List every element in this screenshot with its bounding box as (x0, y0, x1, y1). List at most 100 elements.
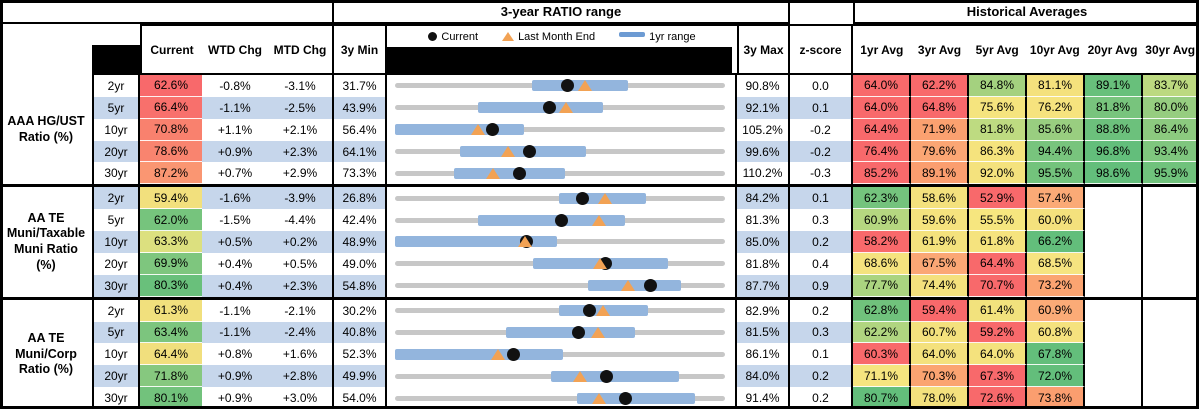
3y-range-track (395, 283, 725, 289)
section-rows: 2yr 59.4% -1.6% -3.9% 26.8% 84.2% 0.1 62.3% 58.6… (94, 187, 1199, 297)
avg-cell (1085, 209, 1143, 232)
last-month-triangle-icon (502, 32, 515, 41)
avg-cell: 76.4% (853, 140, 911, 163)
max-cell: 84.2% (737, 187, 790, 210)
last-month-marker (590, 326, 605, 338)
range-plot (395, 275, 725, 297)
tenor-cell: 30yr (94, 274, 140, 297)
ratio-range-chart (387, 162, 737, 185)
section-3: AA TE Muni/Corp Ratio (%) 2yr 61.3% -1.1% -2… (0, 296, 1199, 409)
wtd-chg-cell: +0.7% (217, 166, 253, 181)
3y-range-track (395, 127, 725, 133)
avg-cell: 74.4% (911, 274, 969, 297)
range-plot (395, 97, 725, 119)
max-cell: 90.8% (737, 75, 790, 97)
avg-cell: 60.9% (853, 209, 911, 232)
min-cell: 56.4% (334, 118, 387, 141)
avg-cell (1085, 187, 1143, 210)
zscore-cell: 0.1 (790, 96, 853, 119)
avg-cell: 96.8% (1085, 140, 1143, 163)
last-month-marker (471, 124, 486, 136)
avg-cell: 98.6% (1085, 162, 1143, 185)
current-marker (542, 101, 556, 115)
avg-cell: 76.2% (1027, 96, 1085, 119)
header-spacer (0, 0, 334, 24)
data-row: 2yr 59.4% -1.6% -3.9% 26.8% 84.2% 0.1 62.3% 58.6… (94, 187, 1199, 210)
last-month-marker (490, 348, 505, 360)
avg-cell (1143, 231, 1199, 253)
min-cell: 54.0% (334, 387, 387, 409)
last-month-marker (591, 214, 606, 226)
tenor-cell: 20yr (94, 140, 140, 163)
1yr-range-bar (478, 214, 625, 226)
tenor-cell: 2yr (94, 299, 140, 322)
current-marker (485, 123, 499, 137)
avg-cell: 78.0% (911, 387, 969, 409)
data-row: 30yr 87.2% +0.7% +2.9% 73.3% 110.2% -0.3 85.2% 8… (94, 162, 1199, 185)
wtd-chg-cell: +0.9% (217, 369, 253, 384)
last-month-marker (501, 146, 516, 157)
avg-cell: 60.7% (911, 321, 969, 344)
10yr-avg-column-header: 10yr Avg (1029, 42, 1080, 57)
avg-cell: 75.6% (969, 96, 1027, 119)
section-1: AAA HG/UST Ratio (%) 2yr 62.6% -0.8% -3.1% 31… (0, 75, 1199, 185)
mtd-chg-cell: +2.3% (268, 274, 334, 297)
3yr-avg-column-header: 3yr Avg (917, 42, 962, 57)
ratio-range-chart (387, 96, 737, 119)
tenor-cell: 2yr (94, 187, 140, 210)
avg-cell (1085, 274, 1143, 297)
max-cell: 110.2% (737, 162, 790, 185)
avg-cell: 64.8% (911, 96, 969, 119)
zscore-cell: -0.2 (790, 140, 853, 163)
max-cell: 86.1% (737, 343, 790, 366)
max-cell: 81.3% (737, 209, 790, 232)
data-row: 5yr 66.4% -1.1% -2.5% 43.9% 92.1% 0.1 64.0% 64.8… (94, 96, 1199, 119)
avg-cell: 80.0% (1143, 96, 1199, 119)
tenor-cell: 5yr (94, 96, 140, 119)
zscore-cell: 0.2 (790, 231, 853, 253)
max-cell: 81.5% (737, 321, 790, 344)
avg-cell: 71.9% (911, 118, 969, 141)
range-plot (395, 322, 725, 344)
table-body: AAA HG/UST Ratio (%) 2yr 62.6% -0.8% -3.1% 31… (0, 75, 1199, 409)
wtd-chg-cell: +0.9% (217, 144, 253, 159)
current-cell: 80.1% (140, 387, 202, 409)
avg-cell (1085, 365, 1143, 388)
mtd-chg-column-header: MTD Chg (273, 42, 327, 57)
3y-range-track (395, 395, 725, 401)
ratio-range-chart (387, 274, 737, 297)
avg-cell: 81.1% (1027, 75, 1085, 97)
ratio-range-chart (387, 209, 737, 232)
range-bar-icon (619, 32, 646, 37)
1yr-range-bar (576, 392, 695, 404)
range-plot (395, 300, 725, 322)
current-dot-icon (428, 32, 438, 41)
avg-cell: 64.4% (853, 118, 911, 141)
avg-cell: 68.6% (853, 252, 911, 275)
avg-cell: 77.7% (853, 274, 911, 297)
30yr-avg-column-header: 30yr Avg (1145, 42, 1196, 57)
avg-cell: 88.8% (1085, 118, 1143, 141)
avg-cell: 92.0% (969, 162, 1027, 185)
data-row: 30yr 80.3% +0.4% +2.3% 54.8% 87.7% 0.9 77.7% 74.… (94, 274, 1199, 297)
wtd-chg-cell: -0.8% (219, 78, 251, 93)
avg-cell (1143, 321, 1199, 344)
wtd-chg-cell: +0.9% (217, 391, 253, 406)
min-cell: 30.2% (334, 299, 387, 322)
1yr-range-bar (454, 167, 565, 179)
mtd-chg-cell: -2.4% (268, 321, 334, 344)
1yr-avg-column-header: 1yr Avg (860, 42, 904, 57)
mtd-chg-cell: +0.2% (268, 231, 334, 253)
min-cell: 54.8% (334, 274, 387, 297)
tenor-cell: 20yr (94, 365, 140, 388)
current-cell: 87.2% (140, 162, 202, 185)
mtd-chg-cell: +2.3% (268, 140, 334, 163)
mtd-chg-cell: +1.6% (268, 343, 334, 366)
wtd-chg-cell: -1.1% (219, 100, 251, 115)
current-marker (571, 325, 585, 339)
tenor-cell: 30yr (94, 162, 140, 185)
zscore-cell: -0.3 (790, 162, 853, 185)
avg-cell: 64.4% (969, 252, 1027, 275)
min-cell: 42.4% (334, 209, 387, 232)
ratio-range-title: 3-year RATIO range (334, 0, 790, 24)
